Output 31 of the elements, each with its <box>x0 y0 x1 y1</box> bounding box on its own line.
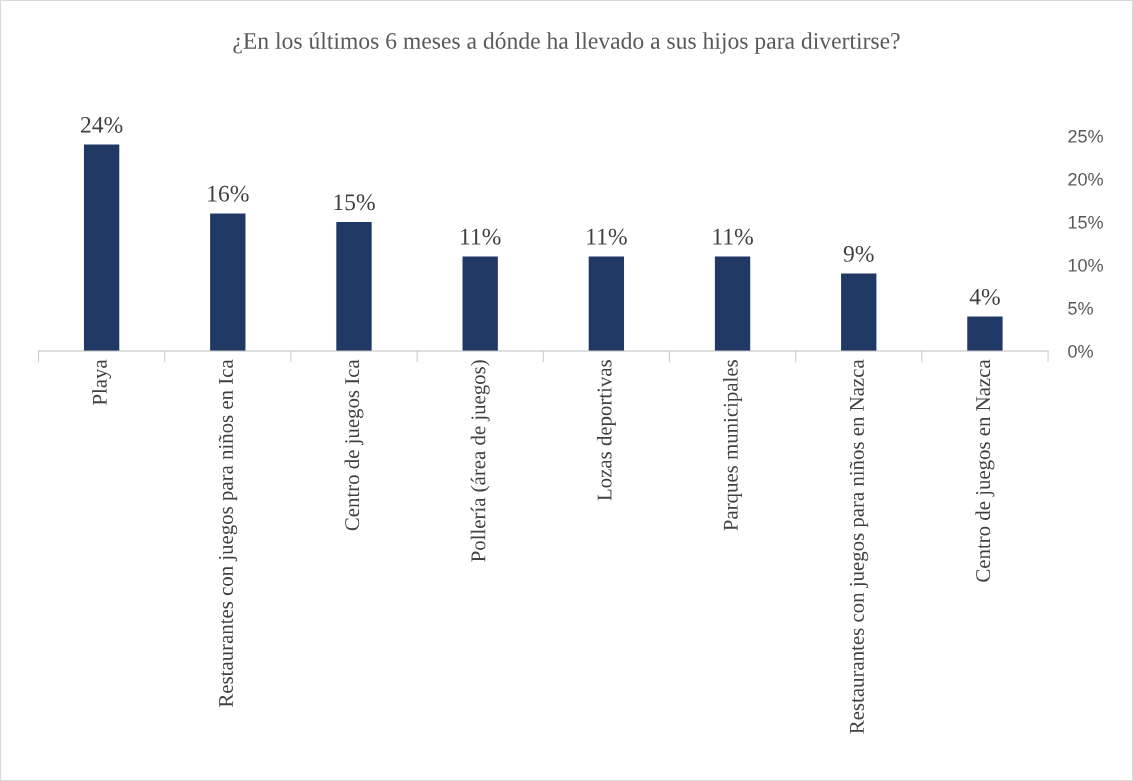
x-tick-label: Centro de juegos en Nazca <box>975 359 995 582</box>
x-tick-label: Parques municipales <box>723 360 742 531</box>
x-tick-label: Restaurantes con juegos para niños en Nazca <box>849 359 869 734</box>
data-label: 24% <box>81 116 123 133</box>
y-tick-label: 20% <box>1068 172 1103 186</box>
bar <box>462 256 498 351</box>
chart-title: ¿En los últimos 6 meses a dónde ha llevado a sus hijos para divertirse? <box>233 32 900 54</box>
bar <box>967 316 1003 351</box>
bar <box>83 144 120 351</box>
bar <box>841 273 877 351</box>
y-tick-label: 10% <box>1068 258 1103 272</box>
x-tick-label: Lozas deportivas <box>596 360 616 501</box>
data-label: 11% <box>587 228 627 245</box>
x-tick-label: Pollería (área de juegos) <box>470 360 490 562</box>
bar <box>336 221 372 351</box>
data-label: 15% <box>334 194 375 211</box>
bar <box>588 256 625 351</box>
x-tick-label: Playa <box>92 359 112 405</box>
data-label: 11% <box>461 228 501 245</box>
y-tick-label: 0% <box>1068 344 1093 358</box>
data-label: 4% <box>969 288 1000 305</box>
x-tick-label: Restaurantes con juegos para niños en Ica <box>218 359 238 707</box>
data-label: 11% <box>713 228 753 245</box>
bar <box>210 213 246 351</box>
data-label: 9% <box>843 245 874 262</box>
y-tick-label: 25% <box>1068 129 1103 143</box>
y-tick-label: 5% <box>1068 301 1093 315</box>
bar <box>714 256 751 351</box>
y-tick-label: 15% <box>1068 215 1103 229</box>
data-label: 16% <box>208 185 249 202</box>
x-tick-label: Centro de juegos Ica <box>344 359 364 531</box>
